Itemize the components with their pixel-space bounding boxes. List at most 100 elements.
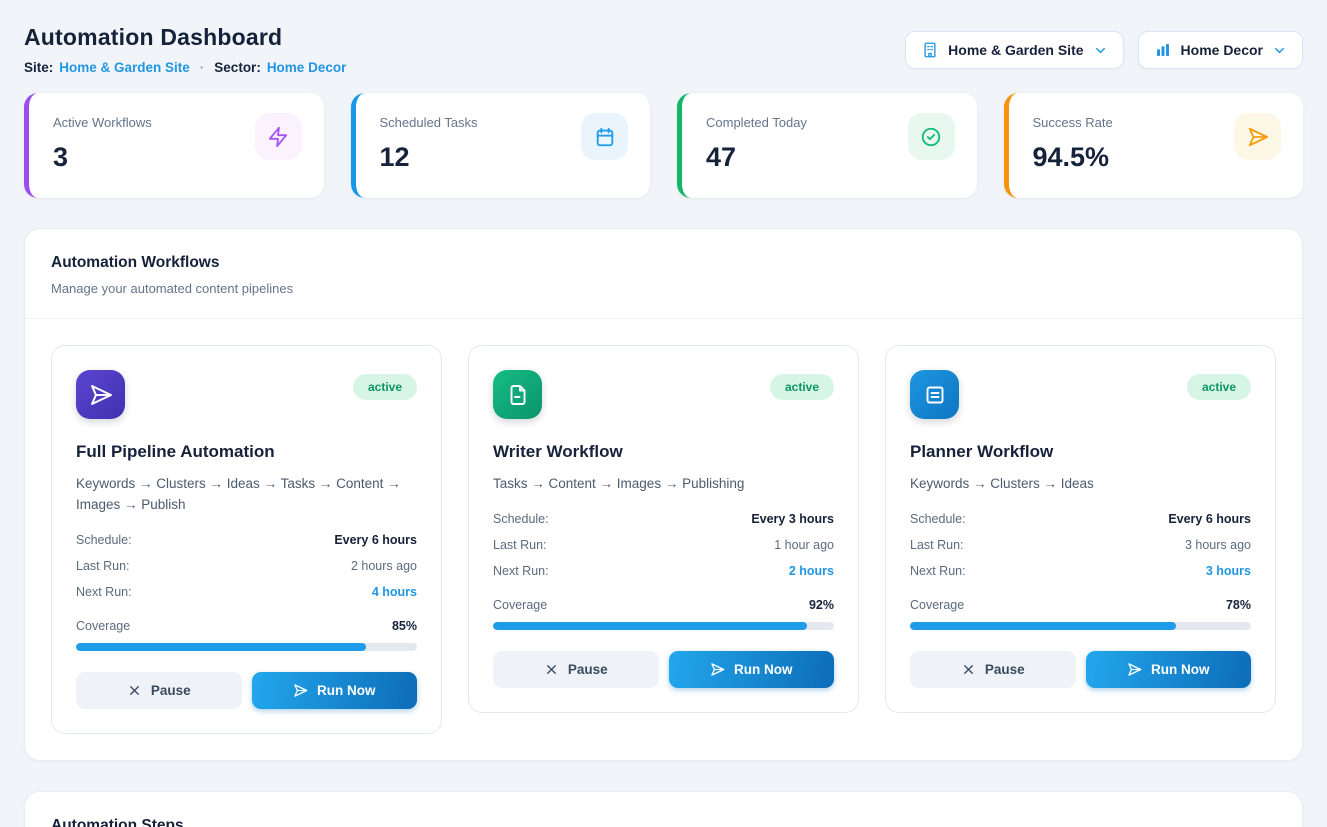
last-run-label: Last Run: [910, 537, 964, 552]
run-now-button[interactable]: Run Now [1085, 650, 1251, 688]
section-title: Automation Workflows [51, 254, 220, 271]
run-now-button[interactable]: Run Now [251, 671, 417, 709]
stat-label: Completed Today [706, 115, 807, 130]
workflow-card-top: active [493, 370, 834, 419]
stat-label: Scheduled Tasks [379, 115, 478, 130]
section-title: Automation Steps [51, 816, 184, 827]
coverage-row: Coverage 85% [76, 619, 417, 633]
calendar-icon [581, 113, 628, 160]
sector-link[interactable]: Home Decor [266, 60, 347, 75]
steps-panel-header: Automation Steps Configure which steps a… [25, 792, 1302, 827]
workflow-actions: Pause Run Now [76, 671, 417, 709]
stat-label: Success Rate [1032, 115, 1113, 130]
pause-button[interactable]: Pause [493, 650, 659, 688]
x-icon [129, 685, 139, 695]
lightning-icon [254, 113, 302, 160]
coverage-progress-track [76, 642, 417, 651]
next-run-value: 4 hours [371, 584, 417, 599]
calendar-icon-glyph [596, 127, 613, 146]
coverage-row: Coverage 78% [910, 598, 1251, 612]
send-icon-glyph [1248, 127, 1268, 146]
site-dropdown[interactable]: Home & Garden Site [905, 31, 1124, 69]
stat-card-active-workflows: Active Workflows 3 [24, 93, 324, 198]
stat-value: 3 [53, 142, 69, 172]
coverage-value: 92% [808, 597, 834, 612]
workflow-title: Writer Workflow [493, 442, 623, 461]
send-icon [1234, 113, 1281, 160]
x-icon [963, 664, 973, 674]
coverage-progress-fill [76, 642, 366, 651]
schedule-label: Schedule: [910, 511, 966, 526]
coverage-label: Coverage [493, 597, 548, 612]
lightning-icon-glyph [268, 126, 288, 147]
pause-label: Pause [150, 682, 191, 698]
send-icon [1128, 663, 1142, 676]
last-run-row: Last Run: 2 hours ago [76, 559, 417, 573]
list-icon-glyph [926, 386, 943, 403]
workflow-details: Schedule: Every 6 hours Last Run: 3 hour… [910, 512, 1251, 578]
bar-chart-icon [1156, 44, 1169, 56]
workflow-title: Planner Workflow [910, 442, 1054, 461]
workflow-title: Full Pipeline Automation [76, 442, 275, 461]
workflow-pipeline: Keywords → Clusters → Ideas [910, 476, 1094, 491]
next-run-row: Next Run: 2 hours [493, 564, 834, 578]
coverage-progress-fill [910, 621, 1176, 630]
schedule-label: Schedule: [493, 511, 549, 526]
automation-steps-panel: Automation Steps Configure which steps a… [24, 790, 1303, 827]
workflows-panel-header: Automation Workflows Manage your automat… [25, 229, 1302, 319]
site-dropdown-label: Home & Garden Site [948, 42, 1084, 58]
send-icon [294, 684, 308, 697]
header-controls: Home & Garden Site Home Decor [905, 31, 1303, 69]
send-icon [711, 663, 725, 676]
workflow-actions: Pause Run Now [493, 650, 834, 688]
site-link[interactable]: Home & Garden Site [59, 60, 190, 75]
run-now-button[interactable]: Run Now [668, 650, 834, 688]
next-run-value: 2 hours [788, 563, 834, 578]
x-icon [546, 664, 556, 674]
sector-dropdown[interactable]: Home Decor [1137, 31, 1303, 69]
stat-value: 12 [379, 142, 410, 172]
run-now-label: Run Now [1151, 661, 1210, 677]
schedule-value: Every 3 hours [751, 511, 834, 526]
workflows-panel: Automation Workflows Manage your automat… [24, 228, 1303, 761]
workflow-details: Schedule: Every 6 hours Last Run: 2 hour… [76, 533, 417, 599]
workflow-card-top: active [76, 370, 417, 419]
status-badge: active [1186, 374, 1251, 400]
chevron-down-icon [1275, 47, 1284, 53]
schedule-label: Schedule: [76, 532, 132, 547]
page-title: Automation Dashboard [24, 24, 283, 50]
section-subtitle: Manage your automated content pipelines [51, 281, 294, 296]
coverage-progress-track [493, 621, 834, 630]
workflow-card-full-pipeline: active Full Pipeline Automation Keywords… [51, 345, 442, 734]
next-run-value: 3 hours [1205, 563, 1251, 578]
pause-button[interactable]: Pause [910, 650, 1076, 688]
workflow-details: Schedule: Every 3 hours Last Run: 1 hour… [493, 512, 834, 578]
chevron-down-icon [1095, 47, 1105, 53]
check-circle-icon-glyph [921, 127, 941, 146]
stat-label: Active Workflows [53, 115, 152, 130]
stat-card-scheduled-tasks: Scheduled Tasks 12 [350, 93, 650, 198]
coverage-value: 85% [391, 618, 417, 633]
status-badge: active [352, 374, 417, 400]
workflow-actions: Pause Run Now [910, 650, 1251, 688]
separator-dot: · [199, 60, 205, 75]
list-icon [910, 370, 959, 419]
sector-label: Sector: [214, 60, 261, 75]
workflow-card-writer: active Writer Workflow Tasks → Content →… [468, 345, 859, 713]
stat-value: 94.5% [1032, 142, 1110, 172]
breadcrumb: Site: Home & Garden Site · Sector: Home … [24, 60, 1303, 75]
coverage-label: Coverage [910, 597, 965, 612]
check-circle-icon [907, 113, 955, 160]
last-run-label: Last Run: [76, 558, 130, 573]
pause-button[interactable]: Pause [76, 671, 242, 709]
stat-card-success-rate: Success Rate 94.5% [1003, 93, 1303, 198]
sector-dropdown-label: Home Decor [1180, 42, 1263, 58]
send-icon-glyph [90, 384, 112, 405]
pause-label: Pause [567, 661, 608, 677]
next-run-row: Next Run: 3 hours [910, 564, 1251, 578]
last-run-value: 1 hour ago [774, 537, 834, 552]
send-icon [76, 370, 125, 419]
last-run-row: Last Run: 3 hours ago [910, 538, 1251, 552]
workflow-pipeline: Keywords → Clusters → Ideas → Tasks → Co… [76, 476, 401, 512]
coverage-block: Coverage 85% [76, 619, 417, 651]
